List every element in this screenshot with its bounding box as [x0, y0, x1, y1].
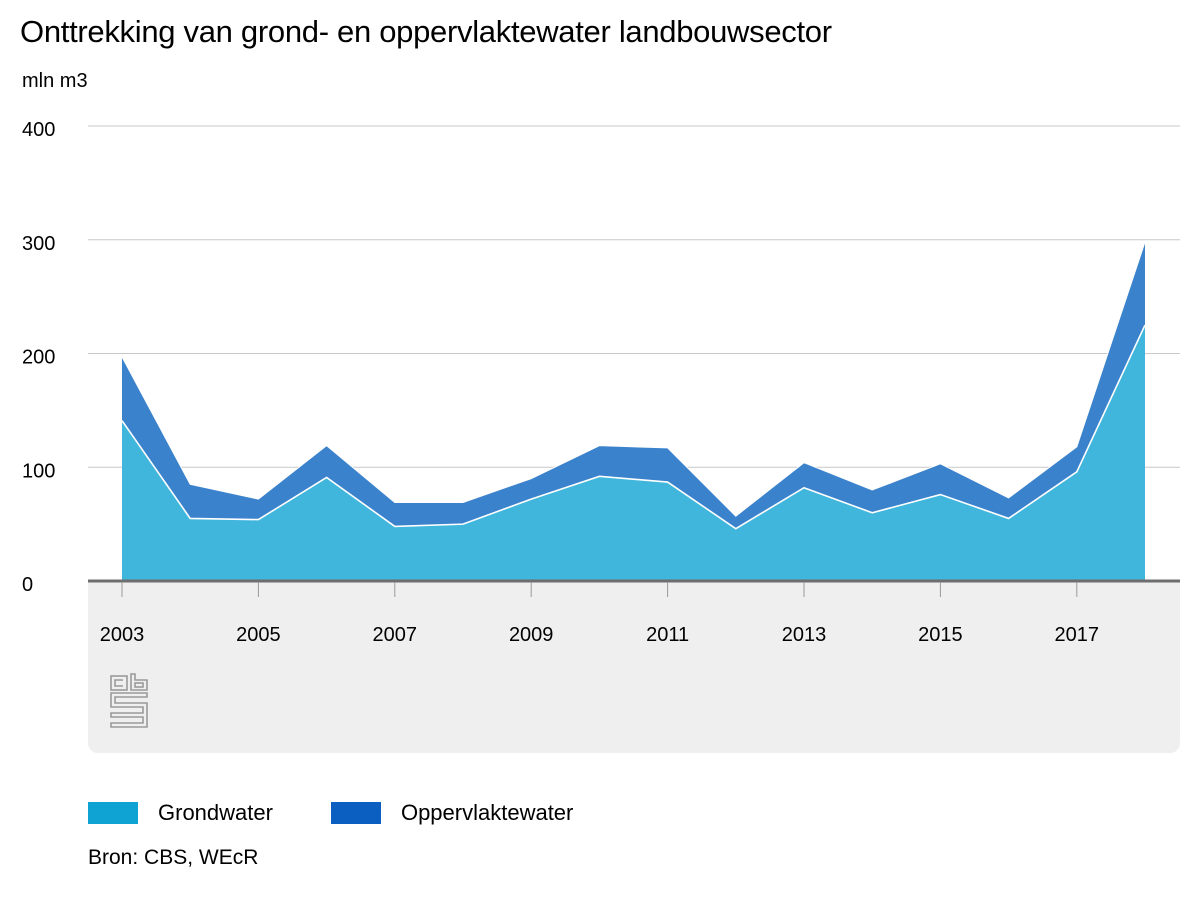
grid-lines [88, 125, 1180, 468]
legend-item-oppervlaktewater: Oppervlaktewater [330, 800, 574, 826]
plot-areas [88, 241, 1180, 583]
y-axis-unit-label: mln m3 [22, 70, 88, 92]
x-tick-labels: 2003 2005 2007 2009 2011 2013 2015 2017 [100, 582, 1099, 646]
y-tick-label-200: 200 [22, 347, 55, 369]
y-tick-label-400: 400 [22, 119, 55, 141]
y-tick-labels: 0 100 200 300 400 [22, 119, 55, 596]
area-oppervlaktewater [122, 242, 1145, 581]
x-tick-label-2017: 2017 [1055, 624, 1100, 646]
legend: Grondwater Oppervlaktewater [88, 800, 631, 826]
cbs-logo [110, 673, 150, 736]
area-grondwater [122, 325, 1145, 581]
y-tick-label-300: 300 [22, 233, 55, 255]
legend-swatch-oppervlaktewater [330, 802, 381, 824]
legend-item-grondwater: Grondwater [88, 800, 273, 826]
y-tick-label-100: 100 [22, 460, 55, 482]
legend-swatch-grondwater [88, 802, 138, 824]
x-tick-label-2015: 2015 [918, 624, 963, 646]
x-tick-label-2007: 2007 [373, 624, 418, 646]
legend-label-oppervlaktewater: Oppervlaktewater [400, 800, 574, 825]
total-boundary-line [121, 241, 1146, 517]
x-tick-label-2013: 2013 [782, 624, 827, 646]
legend-label-grondwater: Grondwater [158, 800, 273, 825]
x-axis-band [88, 580, 1180, 753]
x-tick-label-2011: 2011 [646, 624, 689, 646]
source-note: Bron: CBS, WEcR [88, 846, 259, 869]
x-tick-label-2003: 2003 [100, 624, 145, 646]
x-tick-label-2005: 2005 [236, 624, 281, 646]
x-tick-label-2009: 2009 [509, 624, 554, 646]
grondwater-boundary-line [121, 324, 1146, 530]
chart-title: Onttrekking van grond- en oppervlaktewat… [20, 14, 832, 49]
y-tick-label-0: 0 [22, 574, 33, 596]
